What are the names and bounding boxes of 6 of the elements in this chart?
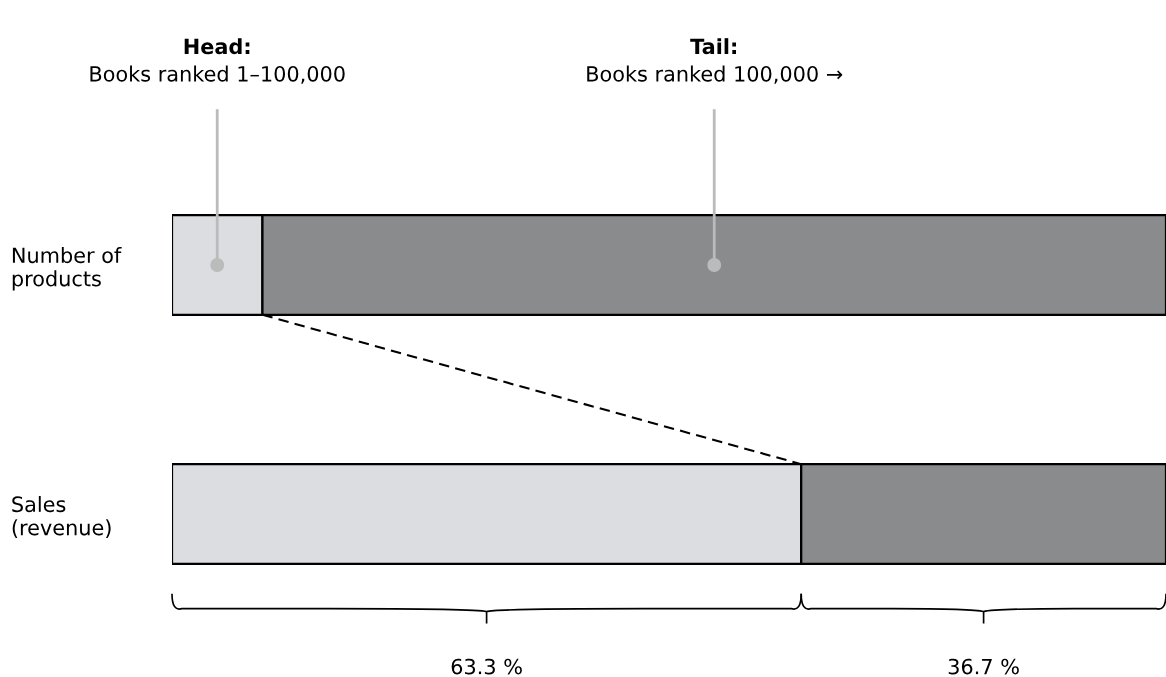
text: Tail: Books ranked 100,000 → — [587, 38, 843, 84]
y-tick-label: Number of products — [12, 247, 122, 291]
y-tick-label: Sales (revenue) — [12, 496, 111, 538]
text: 36.7 % — [948, 658, 1019, 675]
text: 63.3 % — [451, 658, 522, 675]
text: Head: Books ranked 1–100,000 — [90, 38, 345, 84]
